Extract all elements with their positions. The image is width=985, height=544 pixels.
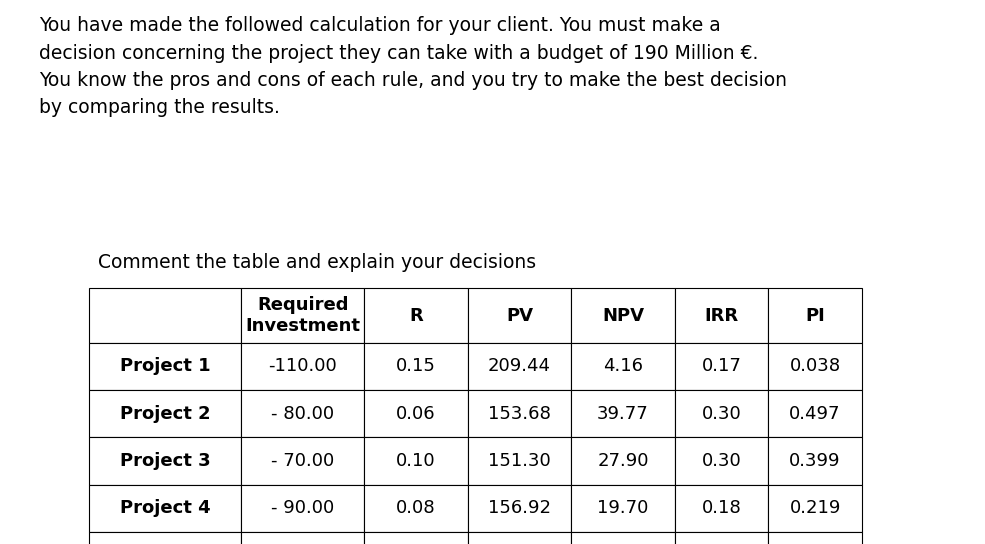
Text: Project 1: Project 1 <box>119 357 211 375</box>
Text: 0.10: 0.10 <box>396 452 436 470</box>
Text: Project 4: Project 4 <box>119 499 211 517</box>
Text: 0.17: 0.17 <box>701 357 742 375</box>
Text: PV: PV <box>506 306 533 325</box>
Text: Required
Investment: Required Investment <box>245 296 361 335</box>
Text: 0.497: 0.497 <box>789 405 841 423</box>
Text: 4.16: 4.16 <box>603 357 643 375</box>
Text: 0.08: 0.08 <box>396 499 436 517</box>
Text: 153.68: 153.68 <box>489 405 551 423</box>
Text: 39.77: 39.77 <box>597 405 649 423</box>
Text: 0.18: 0.18 <box>701 499 742 517</box>
Text: 0.15: 0.15 <box>396 357 436 375</box>
Text: - 80.00: - 80.00 <box>271 405 335 423</box>
Text: 0.038: 0.038 <box>790 357 840 375</box>
Text: 19.70: 19.70 <box>597 499 649 517</box>
Text: PI: PI <box>805 306 825 325</box>
Text: 209.44: 209.44 <box>489 357 551 375</box>
Text: 0.399: 0.399 <box>789 452 841 470</box>
Text: 0.06: 0.06 <box>396 405 436 423</box>
Text: - 70.00: - 70.00 <box>271 452 335 470</box>
Text: You have made the followed calculation for your client. You must make a
decision: You have made the followed calculation f… <box>39 16 787 117</box>
Text: 0.30: 0.30 <box>701 452 742 470</box>
Text: NPV: NPV <box>602 306 644 325</box>
Text: 0.219: 0.219 <box>789 499 841 517</box>
Text: -110.00: -110.00 <box>269 357 337 375</box>
Text: Project 3: Project 3 <box>119 452 211 470</box>
Text: Project 2: Project 2 <box>119 405 211 423</box>
Text: 156.92: 156.92 <box>489 499 551 517</box>
Text: 27.90: 27.90 <box>597 452 649 470</box>
Text: R: R <box>410 306 423 325</box>
Text: Comment the table and explain your decisions: Comment the table and explain your decis… <box>98 253 537 272</box>
Text: 0.30: 0.30 <box>701 405 742 423</box>
Text: - 90.00: - 90.00 <box>271 499 335 517</box>
Text: IRR: IRR <box>704 306 739 325</box>
Text: 151.30: 151.30 <box>489 452 551 470</box>
